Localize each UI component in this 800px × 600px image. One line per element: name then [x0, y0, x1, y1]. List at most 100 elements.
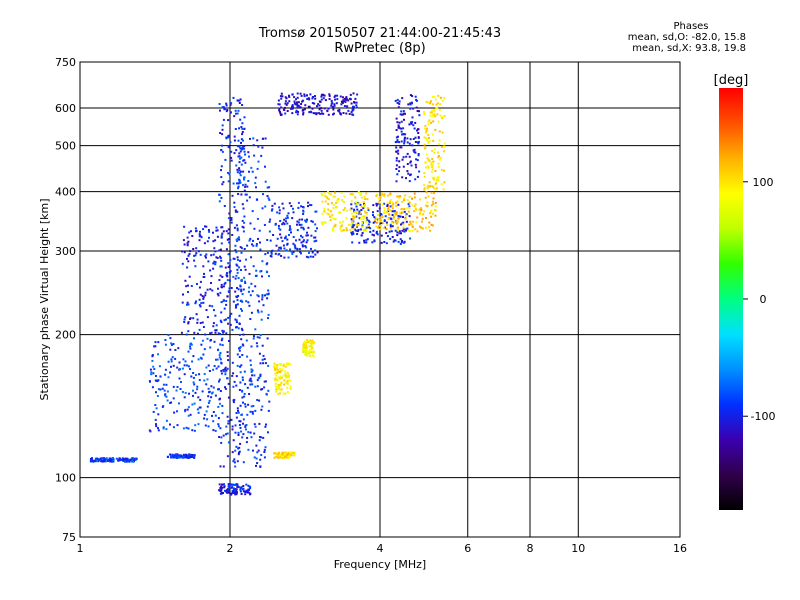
data-point	[433, 96, 436, 98]
data-point	[341, 224, 343, 227]
data-point	[381, 203, 384, 206]
data-point	[218, 103, 221, 105]
data-point	[187, 321, 190, 324]
data-point	[427, 137, 430, 139]
data-point	[280, 236, 283, 239]
data-point	[287, 212, 290, 215]
data-point	[223, 307, 226, 310]
data-point	[208, 391, 210, 394]
data-point	[350, 218, 353, 221]
data-point	[281, 95, 284, 98]
data-point	[179, 388, 182, 390]
data-point	[235, 164, 238, 167]
y-tick-label: 600	[55, 102, 76, 115]
data-point	[229, 111, 232, 114]
data-point	[222, 230, 225, 233]
data-point	[244, 428, 247, 431]
data-point	[311, 97, 314, 100]
data-point	[368, 221, 371, 224]
data-point	[227, 228, 230, 231]
data-point	[220, 321, 223, 324]
data-point	[188, 392, 190, 395]
data-point	[216, 358, 219, 361]
data-point	[184, 279, 187, 282]
data-point	[353, 101, 355, 104]
data-point	[214, 314, 217, 317]
data-point	[233, 135, 236, 138]
data-point	[289, 379, 292, 382]
data-point	[257, 295, 260, 298]
data-point	[411, 116, 414, 119]
data-point	[346, 105, 349, 108]
data-point	[258, 336, 261, 339]
data-point	[216, 292, 219, 295]
data-point	[290, 451, 293, 454]
data-point	[251, 369, 254, 372]
data-point	[150, 373, 153, 376]
data-point	[229, 323, 232, 326]
data-point	[247, 301, 250, 304]
data-point	[296, 113, 299, 116]
data-point	[337, 109, 340, 112]
data-point	[267, 289, 270, 292]
data-point	[411, 144, 414, 147]
data-point	[221, 144, 223, 147]
data-point	[336, 98, 339, 101]
data-point	[413, 210, 416, 213]
data-point	[162, 427, 165, 430]
data-point	[428, 226, 430, 229]
data-point	[363, 239, 366, 242]
phase-stats: Phases mean, sd,O: -82.0, 15.8 mean, sd,…	[596, 21, 746, 54]
data-point	[258, 399, 261, 402]
data-point	[177, 454, 180, 457]
data-point	[398, 166, 401, 169]
data-point	[271, 204, 274, 207]
data-point	[258, 300, 261, 303]
x-tick-label: 10	[571, 542, 585, 555]
data-point	[253, 335, 255, 338]
data-point	[221, 483, 224, 486]
data-point	[189, 347, 192, 350]
data-point	[239, 381, 242, 384]
data-point	[338, 108, 341, 111]
data-point	[258, 352, 261, 355]
data-point	[242, 401, 244, 404]
data-point	[236, 407, 239, 410]
data-point	[307, 341, 310, 344]
data-point	[220, 485, 223, 488]
data-point	[308, 111, 311, 114]
data-point	[234, 431, 237, 434]
data-point	[252, 137, 255, 140]
data-point	[323, 107, 326, 110]
data-point	[389, 199, 392, 202]
data-point	[430, 121, 432, 124]
data-point	[226, 491, 229, 494]
data-point	[236, 182, 238, 185]
data-point	[223, 485, 226, 488]
data-point	[256, 217, 259, 220]
data-point	[350, 231, 353, 234]
data-point	[259, 436, 261, 438]
data-point	[224, 489, 226, 492]
data-point	[352, 92, 355, 95]
data-point	[318, 100, 321, 103]
data-point	[351, 226, 354, 229]
data-point	[243, 189, 246, 192]
data-point	[222, 118, 225, 121]
data-point	[258, 439, 261, 442]
data-point	[432, 212, 434, 215]
data-point	[395, 180, 398, 183]
data-point	[214, 429, 217, 432]
data-point	[320, 95, 323, 98]
data-point	[301, 100, 304, 103]
data-point	[221, 150, 224, 153]
data-point	[277, 383, 280, 386]
data-point	[376, 233, 379, 236]
data-point	[333, 104, 336, 107]
data-point	[296, 105, 299, 108]
data-point	[375, 194, 378, 197]
data-point	[396, 220, 399, 223]
data-point	[250, 256, 253, 259]
data-point	[196, 283, 198, 285]
data-point	[183, 364, 186, 367]
